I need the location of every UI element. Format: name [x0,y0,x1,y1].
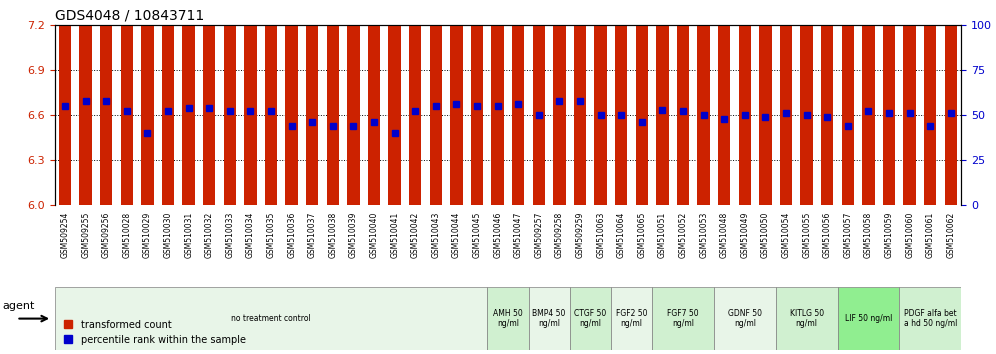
Bar [924,0,936,205]
Bar [450,0,462,205]
Bar [348,0,360,205]
Bar [635,0,648,205]
Bar [429,0,442,205]
Bar [162,0,174,205]
Text: FGF7 50
ng/ml: FGF7 50 ng/ml [667,309,699,328]
Bar [265,0,277,205]
Bar [656,0,668,205]
Text: AMH 50
ng/ml: AMH 50 ng/ml [493,309,523,328]
FancyBboxPatch shape [652,287,714,350]
Bar [882,0,895,205]
Bar [759,0,772,205]
Bar [203,0,215,205]
Bar [121,0,133,205]
FancyBboxPatch shape [714,287,776,350]
FancyBboxPatch shape [570,287,611,350]
Text: CTGF 50
ng/ml: CTGF 50 ng/ml [575,309,607,328]
Bar [574,0,587,205]
Bar [718,0,730,205]
FancyBboxPatch shape [487,287,529,350]
FancyBboxPatch shape [55,287,487,350]
FancyBboxPatch shape [529,287,570,350]
Bar [554,0,566,205]
Text: GDS4048 / 10843711: GDS4048 / 10843711 [55,8,204,22]
FancyBboxPatch shape [838,287,899,350]
Bar [863,0,874,205]
Bar [306,0,319,205]
Bar [842,0,854,205]
Bar [388,0,400,205]
Bar [512,0,525,205]
Bar [677,0,689,205]
Bar [286,0,298,205]
Bar [595,0,607,205]
Legend: transformed count, percentile rank within the sample: transformed count, percentile rank withi… [60,316,250,349]
Text: agent: agent [3,301,35,311]
Bar [244,0,257,205]
Bar [409,0,421,205]
Bar [471,0,483,205]
Text: FGF2 50
ng/ml: FGF2 50 ng/ml [616,309,647,328]
Text: no treatment control: no treatment control [231,314,311,323]
FancyBboxPatch shape [776,287,838,350]
Bar [100,0,113,205]
Text: KITLG 50
ng/ml: KITLG 50 ng/ml [790,309,824,328]
Text: PDGF alfa bet
a hd 50 ng/ml: PDGF alfa bet a hd 50 ng/ml [903,309,957,328]
Text: GDNF 50
ng/ml: GDNF 50 ng/ml [728,309,762,328]
Bar [616,0,627,205]
FancyBboxPatch shape [611,287,652,350]
Bar [59,0,72,205]
Bar [327,0,339,205]
Bar [533,0,545,205]
Bar [491,0,504,205]
Bar [697,0,710,205]
Bar [182,0,195,205]
Bar [780,0,792,205]
Text: BMP4 50
ng/ml: BMP4 50 ng/ml [533,309,566,328]
Bar [801,0,813,205]
Bar [739,0,751,205]
Bar [141,0,153,205]
Bar [903,0,916,205]
FancyBboxPatch shape [899,287,961,350]
Bar [368,0,380,205]
Bar [80,0,92,205]
Text: LIF 50 ng/ml: LIF 50 ng/ml [845,314,892,323]
Bar [224,0,236,205]
Bar [821,0,834,205]
Bar [944,0,957,205]
